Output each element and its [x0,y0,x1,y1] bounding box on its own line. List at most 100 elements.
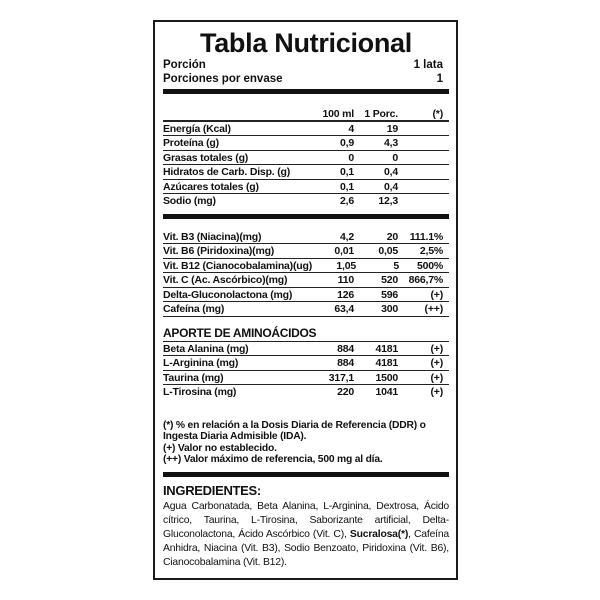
row-label: Grasas totales (g) [163,151,249,164]
serving-row: Porción 1 lata [163,58,449,72]
row-label: Vit. B12 (Cianocobalamina)(ug) [163,259,312,272]
row-label: Hidratos de Carb. Disp. (g) [163,166,291,178]
row-label: L-Arginina (mg) [163,357,239,369]
row-value: 19 [386,122,398,135]
row-value: 126 [337,288,354,301]
row-value: (+) [430,371,443,384]
row-value: 0,05 [378,245,398,257]
table-row: Vit. C (Ac. Ascórbico)(mg) 110 520 866,7% [163,273,449,288]
ingredients-title: INGREDIENTES: [163,482,261,498]
header-100ml: 100 ml [322,108,355,120]
row-value: 520 [381,274,398,286]
row-value: 884 [337,342,354,355]
row-value: 4181 [375,342,398,355]
nutrition-label: Tabla Nutricional Porción 1 lata Porcione… [153,20,458,580]
column-header: 100 ml 1 Porc. (*) [163,107,449,122]
footnote: (++) Valor máximo de referencia, 500 mg … [163,454,383,465]
row-value [398,194,449,209]
row-value: 0,1 [340,180,354,193]
row-value: (+) [430,357,443,369]
table-row: Delta-Gluconolactona (mg) 126 596 (+) [163,288,449,302]
row-value: 4 [348,122,354,135]
row-value: 0 [392,151,398,164]
amino-title: APORTE DE AMINOÁCIDOS [163,325,449,342]
header-percent: (*) [432,108,444,120]
row-label: Delta-Gluconolactona (mg) [163,288,293,301]
row-value: 1500 [375,371,398,384]
row-value: 63,4 [334,303,354,315]
row-value: 0 [348,151,354,164]
row-value: 1,05 [336,259,356,272]
row-label: Azúcares totales (g) [163,180,259,193]
row-value [398,151,449,165]
row-value: (+) [430,342,443,355]
row-label: Vit. B3 (Niacina)(mg) [163,230,262,243]
row-value: 12,3 [378,195,398,207]
row-value: 2,6 [340,195,354,207]
divider [163,471,449,477]
serving-value: 1 lata [413,59,443,71]
row-value: 110 [337,274,355,286]
row-value [398,165,449,179]
row-value: 317,1 [328,371,354,384]
nutrients-table: Energía (Kcal) 4 19 Proteína (g) 0,9 4,3 Grasa… [163,122,449,209]
ingredients-text: Agua Carbonatada, Beta Alanina, L-Argini… [163,500,449,568]
table-row: Hidratos de Carb. Disp. (g) 0,1 0,4 [163,165,449,180]
row-label: Vit. C (Ac. Ascórbico)(mg) [163,274,288,286]
row-label: Cafeína (mg) [163,303,225,315]
header-portion: 1 Porc. [364,108,398,120]
row-value: 0,01 [334,245,354,257]
row-value: 2,5% [419,245,443,257]
table-row: Grasas totales (g) 0 0 [163,151,449,165]
serving-label: Porción [163,59,206,71]
table-row: Vit. B12 (Cianocobalamina)(ug) 1,05 5 500% [163,259,449,273]
row-value: 0,1 [340,166,354,178]
table-row: Energía (Kcal) 4 19 [163,122,449,136]
table-row: Proteína (g) 0,9 4,3 [163,136,449,151]
row-value: 596 [381,288,398,301]
row-value: 866,7% [408,274,444,286]
row-value: (+) [430,288,443,301]
row-value: (+) [430,386,443,398]
row-label: Sodio (mg) [163,195,216,207]
row-value: 20 [386,230,398,243]
row-label: Taurina (mg) [163,371,224,384]
row-label: Energía (Kcal) [163,122,231,135]
table-row: Vit. B3 (Niacina)(mg) 4,2 20 111.1% [163,230,449,244]
row-value: 4181 [375,357,398,369]
row-value: 5 [393,259,400,272]
row-value: 500% [416,259,444,272]
vitamins-table: Vit. B3 (Niacina)(mg) 4,2 20 111.1% Vit. B6 … [163,230,449,317]
table-row: Azúcares totales (g) 0,1 0,4 [163,180,449,194]
row-value: 4,3 [384,137,398,149]
divider [163,213,449,219]
servings-value: 1 [436,73,443,85]
row-value: 111.1% [409,230,443,243]
table-row: L-Arginina (mg) 884 4181 (+) [163,356,449,371]
row-value: 0,4 [384,180,398,193]
row-value: 0,9 [340,137,354,149]
row-value: 0,4 [384,166,398,178]
amino-table: Beta Alanina (mg) 884 4181 (+) L-Arginina (m… [163,342,449,400]
table-row: Beta Alanina (mg) 884 4181 (+) [163,342,449,356]
row-value [398,122,449,136]
table-row: Cafeína (mg) 63,4 300 (++) [163,302,449,317]
row-label: Proteína (g) [163,137,219,149]
table-row: L-Tirosina (mg) 220 1041 (+) [163,385,449,400]
servings-row: Porciones por envase 1 [163,72,449,86]
divider [163,89,449,94]
row-value: (++) [424,303,444,315]
row-value: 1041 [375,386,398,398]
footnote: (+) Valor no establecido. [163,442,277,454]
footnote: (*) % en relación a la Dosis Diaria de R… [163,419,426,443]
servings-label: Porciones por envase [163,73,283,85]
row-value: 884 [337,357,354,369]
row-label: L-Tirosina (mg) [163,386,237,398]
table-row: Vit. B6 (Piridoxina)(mg) 0,01 0,05 2,5% [163,244,449,259]
table-row: Sodio (mg) 2,6 12,3 [163,194,449,209]
row-value: 300 [381,303,398,315]
label-title: Tabla Nutricional [200,28,412,58]
footnotes: (*) % en relación a la Dosis Diaria de R… [163,420,449,466]
row-value: 4,2 [340,230,354,243]
row-label: Vit. B6 (Piridoxina)(mg) [163,245,275,257]
